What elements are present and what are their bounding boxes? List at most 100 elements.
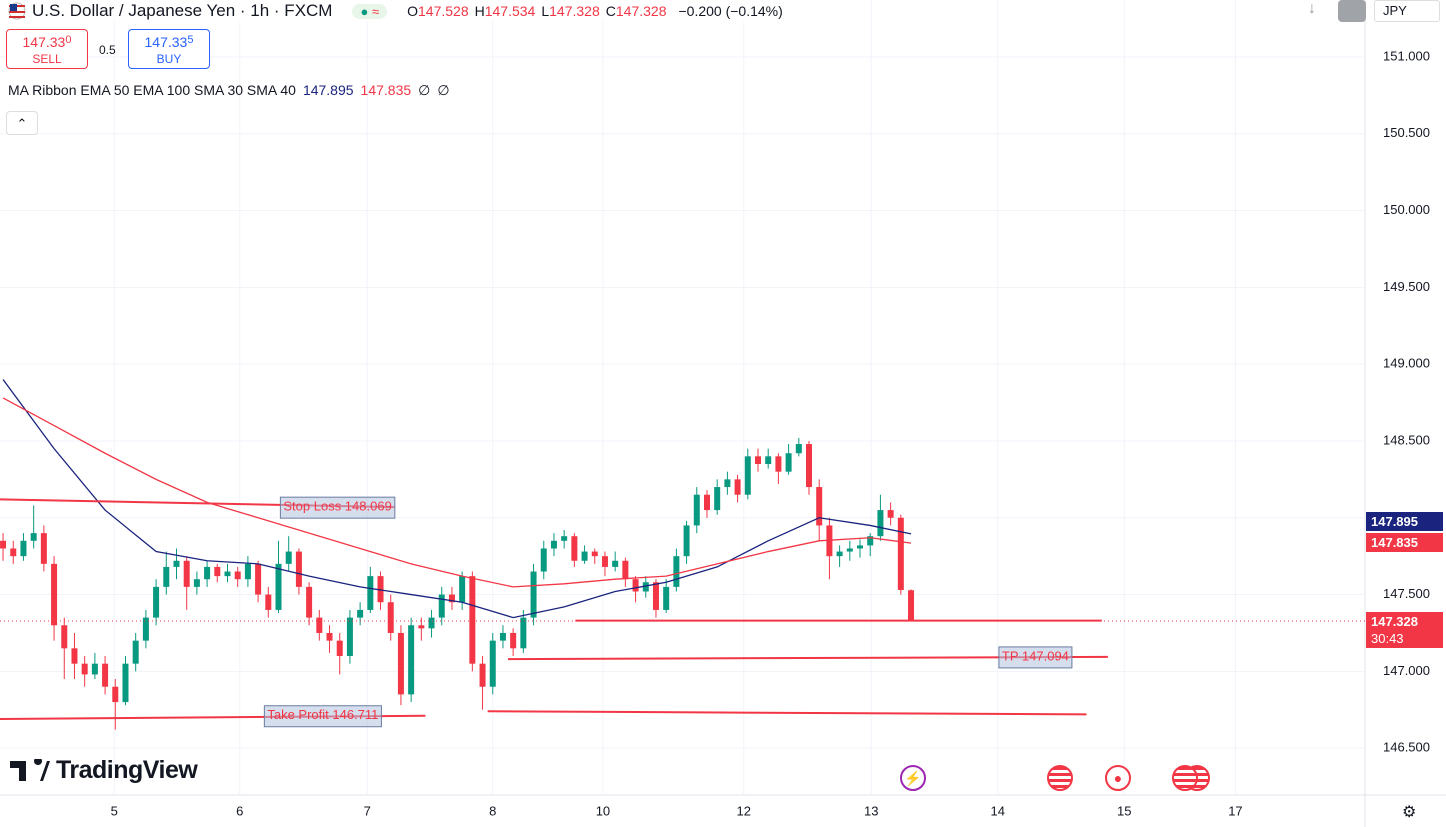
candle-body	[744, 456, 751, 495]
y-tick-label: 146.500	[1383, 740, 1430, 755]
y-tick-label: 147.000	[1383, 663, 1430, 678]
sell-button[interactable]: 147.330 SELL	[6, 29, 88, 69]
level-label-box	[263, 705, 382, 728]
candle-body	[846, 548, 853, 552]
symbol-title[interactable]: U.S. Dollar / Japanese Yen · 1h · FXCM	[32, 1, 333, 20]
event-icon[interactable]	[1172, 765, 1198, 791]
candle-body	[867, 536, 874, 546]
change: −0.200 (−0.14%)	[678, 3, 783, 19]
level-label: TP 147.094	[998, 646, 1073, 669]
candle-body	[448, 594, 455, 603]
level-label-box	[998, 646, 1073, 669]
buy-pip: 5	[187, 34, 194, 46]
candle-body	[91, 663, 98, 675]
candle-body	[479, 663, 486, 687]
candle-body	[265, 594, 272, 610]
ohlc-key: O	[407, 3, 418, 19]
candle-body	[540, 548, 547, 572]
candle-body	[561, 536, 568, 541]
screenshot-button[interactable]	[1338, 0, 1366, 22]
indicator-value: 147.895	[302, 82, 354, 98]
last-price: 147.328	[1371, 613, 1418, 629]
candle-body	[908, 590, 915, 621]
candle-body	[622, 560, 629, 580]
y-tick-label: 150.500	[1383, 125, 1430, 140]
scroll-down-icon[interactable]: ↓	[1308, 0, 1316, 17]
ohlc-key: L	[541, 3, 550, 19]
collapse-button[interactable]: ⌃	[6, 111, 38, 135]
candle-body	[193, 579, 200, 587]
indicator-value: ∅	[437, 82, 450, 98]
currency-select[interactable]: JPY	[1374, 0, 1440, 22]
candle-body	[234, 571, 241, 580]
candle-body	[469, 576, 476, 664]
x-tick-label: 13	[864, 803, 878, 818]
candle-body	[785, 453, 792, 472]
ohlc-key: H	[474, 3, 485, 19]
x-tick-label: 15	[1117, 803, 1131, 818]
candle-body	[122, 663, 129, 703]
candle-body	[714, 487, 721, 511]
level-label-text: TP 147.094	[1002, 648, 1069, 663]
x-tick-label: 7	[364, 803, 371, 818]
sell-pip: 0	[65, 34, 72, 46]
candle-body	[357, 609, 364, 618]
candle-body	[550, 540, 557, 549]
candle-body	[224, 571, 231, 577]
candle-body	[673, 556, 680, 587]
event-icon[interactable]	[1047, 765, 1073, 791]
candle-body	[438, 594, 445, 618]
candle-body	[295, 551, 302, 587]
indicator-name[interactable]: MA Ribbon EMA 50 EMA 100 SMA 30 SMA 40	[8, 82, 296, 98]
ohlc-legend: O147.528 H147.534 L147.328 C147.328	[407, 3, 672, 19]
level-label-text: Take Profit 146.711	[267, 707, 378, 722]
candle-body	[255, 563, 262, 595]
candle-body	[102, 663, 109, 687]
y-tick-label: 149.000	[1383, 356, 1430, 371]
candle-body	[877, 510, 884, 537]
candle-body	[51, 563, 58, 626]
level-label-text: Stop Loss 148.069	[283, 499, 391, 514]
candle-body	[887, 510, 894, 518]
settings-icon[interactable]: ⚙	[1402, 804, 1417, 821]
level-label-box	[279, 496, 396, 519]
candle-body	[367, 576, 374, 610]
header: U.S. Dollar / Japanese Yen · 1h · FXCM ●…	[8, 0, 783, 22]
ohlc-value: 147.534	[484, 3, 536, 19]
candle-body	[775, 456, 782, 472]
x-tick-label: 14	[991, 803, 1005, 818]
event-icon[interactable]: ●	[1105, 765, 1131, 791]
candle-body	[163, 566, 170, 587]
candle-body	[30, 533, 37, 541]
ohlc-value: 147.328	[615, 3, 667, 19]
event-icon[interactable]: ⚡	[900, 765, 926, 791]
logo[interactable]: TradingView	[10, 756, 198, 785]
candle-body	[857, 545, 864, 549]
candle-body	[520, 617, 527, 649]
indicator-legend: MA Ribbon EMA 50 EMA 100 SMA 30 SMA 40 1…	[8, 82, 450, 99]
y-tick-label: 151.000	[1383, 48, 1430, 63]
ohlc-value: 147.328	[549, 3, 600, 19]
last-price-label: 147.328 30:43	[1366, 611, 1443, 648]
status-pill[interactable]: ● ≈	[352, 3, 388, 19]
candle-body	[71, 648, 78, 664]
candle-body	[112, 686, 119, 703]
candle-body	[459, 576, 466, 603]
candle-body	[612, 560, 619, 567]
x-tick-label: 10	[596, 803, 610, 818]
candle-body	[326, 632, 333, 641]
buy-label: BUY	[156, 52, 182, 66]
candle-body	[601, 556, 608, 567]
candle-body	[897, 517, 904, 590]
candle-body	[571, 536, 578, 561]
candle-body	[836, 551, 843, 557]
sell-label: SELL	[32, 52, 62, 66]
buy-button[interactable]: 147.335 BUY	[128, 29, 210, 69]
candle-body	[61, 625, 68, 649]
candle-body	[142, 617, 149, 641]
candle-body	[173, 560, 180, 567]
moving-average-line	[2, 379, 912, 619]
candle-body	[132, 640, 139, 664]
